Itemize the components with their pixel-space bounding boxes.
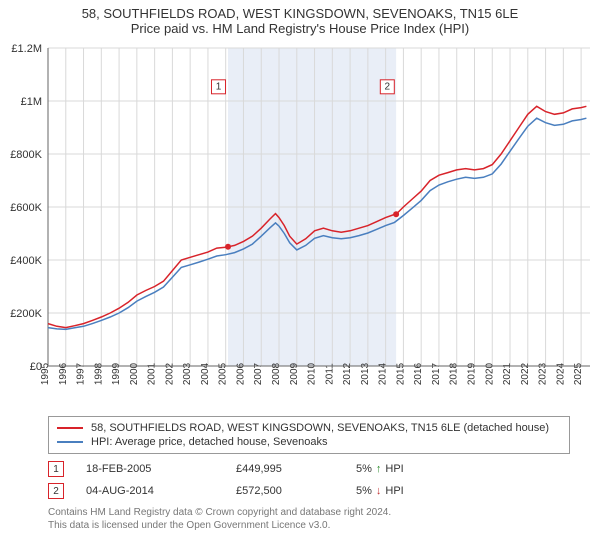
sale-hpi: 5% ↑HPI <box>356 463 404 475</box>
sale-dot <box>225 244 231 250</box>
price-chart: £0£200K£400K£600K£800K£1M£1.2M1995199619… <box>0 40 600 410</box>
legend-label: 58, SOUTHFIELDS ROAD, WEST KINGSDOWN, SE… <box>91 422 549 434</box>
sale-vs-label: HPI <box>385 485 403 497</box>
sale-date: 04-AUG-2014 <box>86 485 236 497</box>
sale-row: 1 18-FEB-2005£449,9955% ↑HPI <box>48 458 570 480</box>
legend-item: 58, SOUTHFIELDS ROAD, WEST KINGSDOWN, SE… <box>57 421 561 435</box>
y-tick-label: £600K <box>10 202 42 214</box>
sale-dot <box>393 211 399 217</box>
sale-date: 18-FEB-2005 <box>86 463 236 475</box>
sale-pct: 5% <box>356 463 372 475</box>
sale-marker: 1 <box>48 461 64 477</box>
y-tick-label: £1.2M <box>11 43 42 55</box>
legend: 58, SOUTHFIELDS ROAD, WEST KINGSDOWN, SE… <box>48 416 570 454</box>
sale-marker-number: 2 <box>385 81 391 92</box>
sale-price: £449,995 <box>236 463 356 475</box>
sale-marker-number: 1 <box>216 81 222 92</box>
sale-pct: 5% <box>356 485 372 497</box>
legend-swatch <box>57 427 83 429</box>
y-tick-label: £1M <box>21 96 42 108</box>
legend-swatch <box>57 441 83 443</box>
sales-table: 1 18-FEB-2005£449,9955% ↑HPI 2 04-AUG-2014£5… <box>48 458 570 502</box>
legend-item: HPI: Average price, detached house, Seve… <box>57 435 561 449</box>
legend-label: HPI: Average price, detached house, Seve… <box>91 436 327 448</box>
arrow-up-icon: ↑ <box>376 463 382 475</box>
sale-marker: 2 <box>48 483 64 499</box>
sale-price: £572,500 <box>236 485 356 497</box>
attribution-line-1: Contains HM Land Registry data © Crown c… <box>48 506 570 519</box>
chart-svg: £0£200K£400K£600K£800K£1M£1.2M1995199619… <box>0 40 600 410</box>
attribution-line-2: This data is licensed under the Open Gov… <box>48 519 570 532</box>
sale-hpi: 5% ↓HPI <box>356 485 404 497</box>
attribution: Contains HM Land Registry data © Crown c… <box>48 506 570 532</box>
y-tick-label: £800K <box>10 149 42 161</box>
page-subtitle: Price paid vs. HM Land Registry's House … <box>0 21 600 40</box>
arrow-down-icon: ↓ <box>376 485 382 497</box>
y-tick-label: £400K <box>10 255 42 267</box>
sale-vs-label: HPI <box>385 463 403 475</box>
page-title: 58, SOUTHFIELDS ROAD, WEST KINGSDOWN, SE… <box>0 0 600 21</box>
sale-row: 2 04-AUG-2014£572,5005% ↓HPI <box>48 480 570 502</box>
y-tick-label: £200K <box>10 308 42 320</box>
